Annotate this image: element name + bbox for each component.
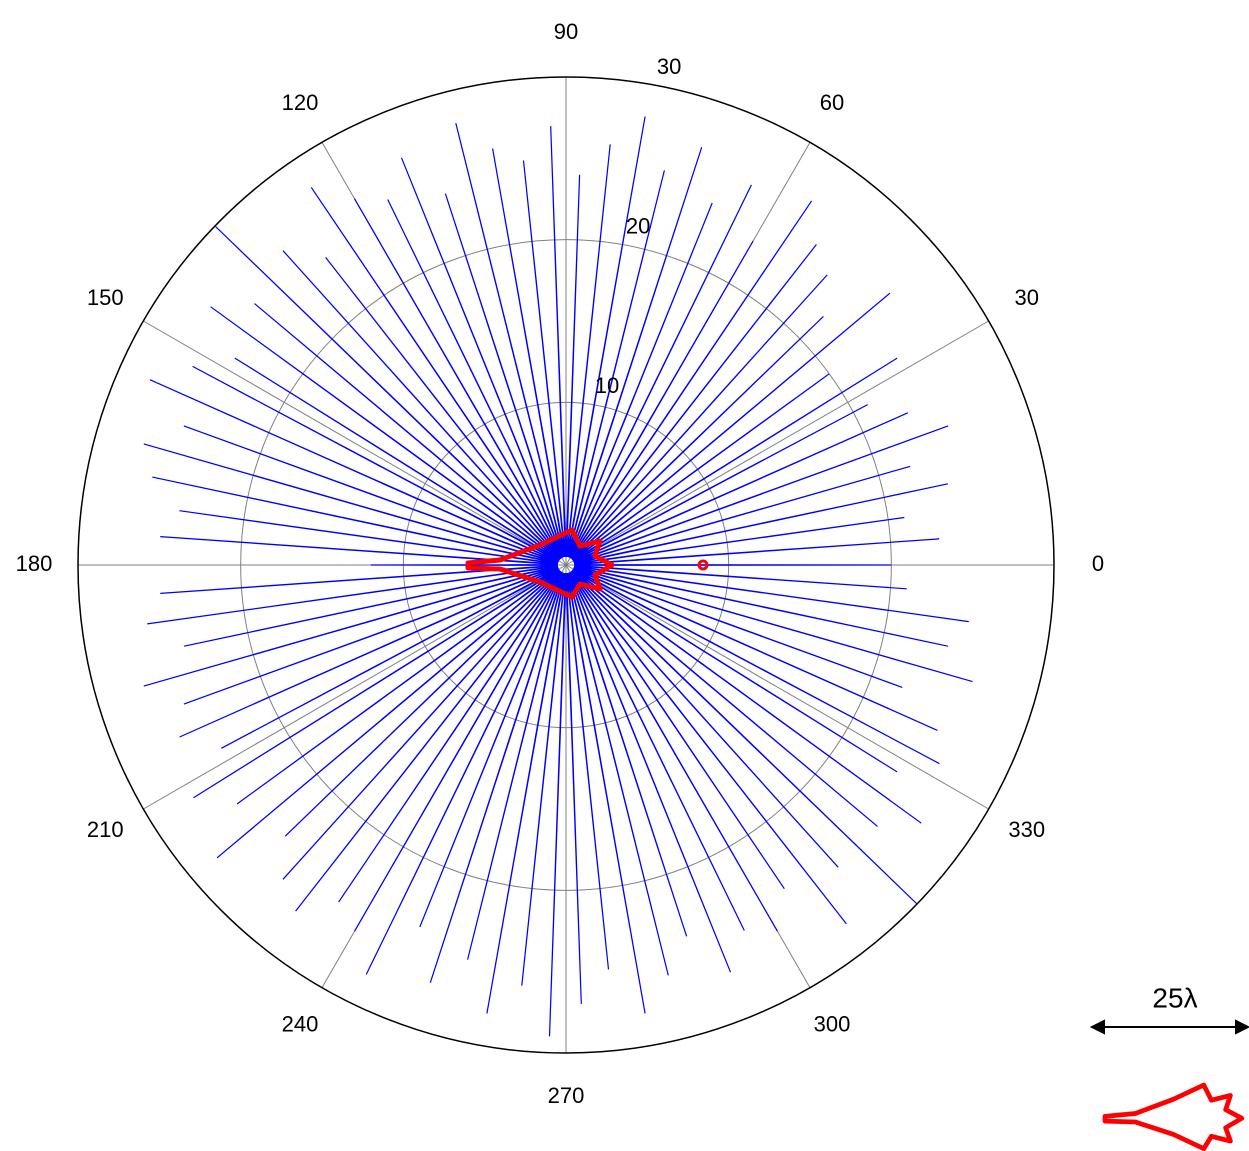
chart: 25λ 0 30 60 90 120 150 180 210 240 270 300 330 10 20 3…: [0, 0, 1249, 1151]
angle-tick-label: 30: [1014, 285, 1038, 310]
angle-tick-label: 180: [16, 551, 53, 576]
scale-bar: [1092, 1021, 1248, 1033]
radial-tick-label: 20: [626, 213, 650, 238]
angle-tick-label: 150: [87, 285, 124, 310]
angle-tick-label: 0: [1092, 551, 1104, 576]
angle-tick-label: 270: [548, 1083, 585, 1108]
angle-grid-line: [566, 321, 989, 565]
radial-tick-label: 10: [595, 373, 619, 398]
aircraft-legend: [1105, 1085, 1242, 1149]
angle-tick-label: 210: [87, 817, 124, 842]
angle-tick-label: 90: [554, 19, 578, 44]
angle-tick-label: 240: [282, 1012, 319, 1037]
angle-grid-line: [566, 565, 989, 809]
angle-tick-label: 330: [1008, 817, 1045, 842]
angle-grid-line: [143, 565, 566, 809]
angle-tick-label: 60: [820, 90, 844, 115]
angle-tick-label: 120: [282, 90, 319, 115]
radial-tick-label: 30: [657, 54, 681, 79]
angle-grid-line: [143, 321, 566, 565]
angle-tick-label: 300: [814, 1012, 851, 1037]
scale-label: 25λ: [1152, 982, 1197, 1013]
pattern-line: [144, 117, 973, 1037]
